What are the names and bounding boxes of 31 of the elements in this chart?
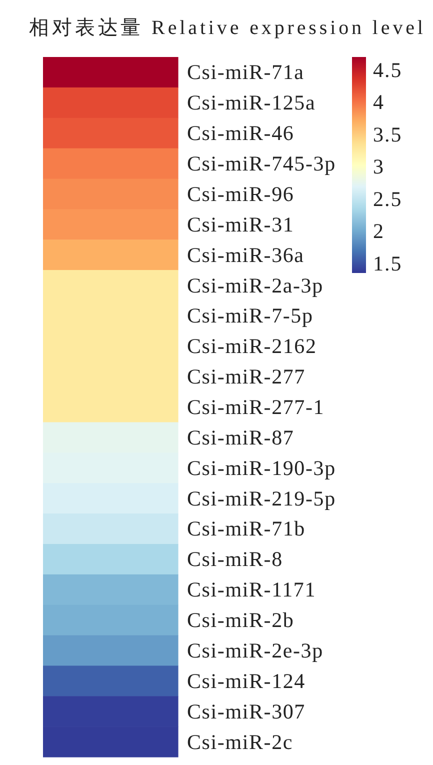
row-label: Csi-miR-2a-3p: [187, 273, 324, 298]
row-label: Csi-miR-36a: [187, 242, 304, 267]
row-label: Csi-miR-2162: [187, 334, 317, 358]
colorbar-tick: 2.5: [373, 186, 402, 211]
colorbar-tick: 3: [373, 154, 384, 179]
colorbar-tick: 4.5: [373, 58, 402, 82]
row-label: Csi-miR-2e-3p: [187, 638, 324, 662]
row-label: Csi-miR-96: [187, 182, 294, 206]
row-label: Csi-miR-124: [187, 668, 306, 693]
row-label: Csi-miR-277: [187, 364, 306, 389]
colorbar-tick: 4: [373, 90, 384, 114]
title: 相对表达量 Relative expression level: [29, 17, 423, 39]
row-label: Csi-miR-71b: [187, 516, 306, 541]
row-label: Csi-miR-745-3p: [187, 152, 336, 176]
colorbar-tick: 1.5: [373, 251, 402, 276]
colorbar-tick: 3.5: [373, 122, 402, 146]
row-label: Csi-miR-307: [187, 699, 306, 724]
row-label: Csi-miR-7-5p: [187, 304, 314, 328]
row-label: Csi-miR-1171: [187, 578, 316, 602]
colorbar-tick: 2: [373, 219, 384, 244]
row-label: Csi-miR-277-1: [187, 395, 325, 419]
row-label: Csi-miR-2c: [187, 730, 293, 754]
row-label: Csi-miR-31: [187, 212, 294, 236]
row-label: Csi-miR-87: [187, 425, 294, 450]
row-label: Csi-miR-219-5p: [187, 486, 336, 510]
row-label: Csi-miR-46: [187, 121, 294, 146]
row-label: Csi-miR-190-3p: [187, 456, 336, 480]
row-label: Csi-miR-125a: [187, 90, 316, 115]
row-label: Csi-miR-71a: [187, 60, 304, 84]
row-label: Csi-miR-2b: [187, 608, 294, 632]
row-label: Csi-miR-8: [187, 547, 283, 572]
